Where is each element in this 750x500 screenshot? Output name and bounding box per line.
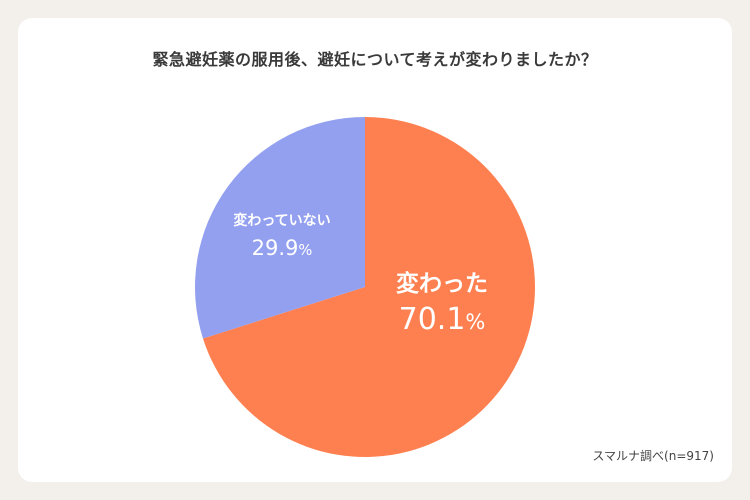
source-note: スマルナ調べ(n=917) xyxy=(592,449,714,463)
slice-label-changed: 変わった xyxy=(396,271,488,297)
pie-slice-changed xyxy=(202,117,536,457)
pie-slice-unchanged xyxy=(195,117,365,339)
slice-label-unchanged: 変わっていない xyxy=(233,213,331,229)
chart-title: 緊急避妊薬の服用後、避妊について考えが変わりましたか？ xyxy=(152,50,598,69)
slice-value-unchanged: 29.9% xyxy=(251,236,313,260)
slice-value-changed: 70.1% xyxy=(398,302,486,337)
